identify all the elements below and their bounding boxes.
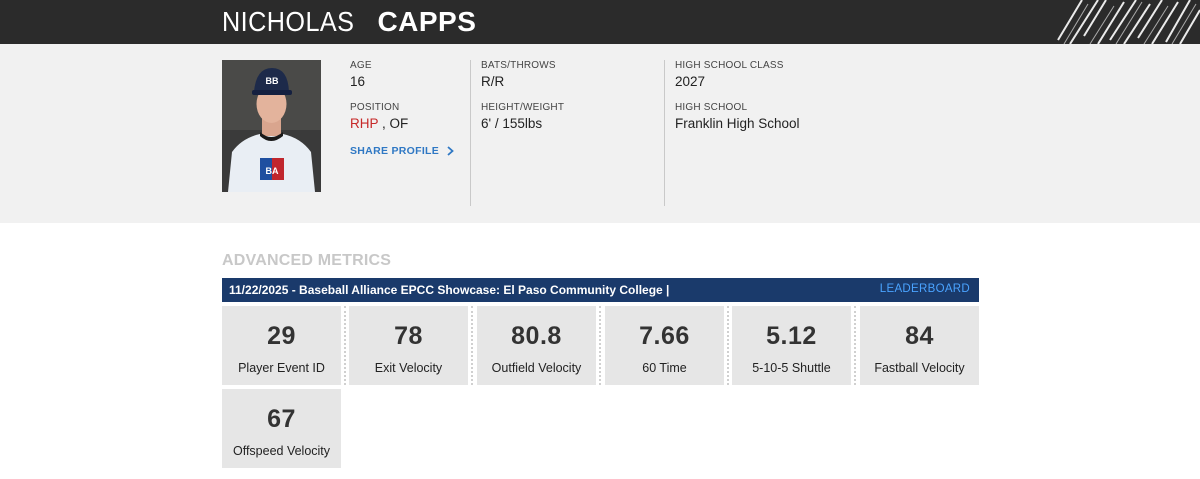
hs-class-label: HIGH SCHOOL CLASS bbox=[675, 60, 784, 71]
metric-value: 67 bbox=[267, 405, 296, 433]
metric-label: Player Event ID bbox=[238, 361, 325, 375]
share-profile-label: SHARE PROFILE bbox=[350, 145, 440, 157]
metric-tile: 80.8 Outfield Velocity bbox=[477, 306, 596, 385]
profile-column-basic: AGE 16 POSITION RHP , OF SHARE PROFILE bbox=[350, 60, 454, 159]
metric-value: 78 bbox=[394, 322, 423, 350]
column-divider bbox=[664, 60, 665, 206]
high-school-label: HIGH SCHOOL bbox=[675, 102, 748, 113]
metric-value: 84 bbox=[905, 322, 934, 350]
metric-label: Exit Velocity bbox=[374, 361, 443, 375]
metric-label: Outfield Velocity bbox=[491, 361, 582, 375]
metric-tile: 84 Fastball Velocity bbox=[860, 306, 979, 385]
player-photo-image: BB BA bbox=[222, 60, 321, 192]
position-value: RHP , OF bbox=[350, 116, 454, 131]
age-value: 16 bbox=[350, 74, 366, 89]
chevron-right-icon bbox=[447, 146, 454, 156]
metric-tile: 5.12 5-10-5 Shuttle bbox=[732, 306, 851, 385]
high-school-value: Franklin High School bbox=[675, 116, 800, 131]
age-label: AGE bbox=[350, 60, 372, 71]
hs-class-value: 2027 bbox=[675, 74, 706, 89]
header-stripes-decoration bbox=[1057, 0, 1200, 44]
position-label: POSITION bbox=[350, 102, 400, 113]
metric-label: Offspeed Velocity bbox=[232, 444, 331, 458]
metric-label: Fastball Velocity bbox=[874, 361, 965, 375]
metric-label: 5-10-5 Shuttle bbox=[752, 361, 831, 375]
leaderboard-link[interactable]: LEADERBOARD bbox=[879, 283, 970, 295]
share-profile-link[interactable]: SHARE PROFILE bbox=[350, 145, 454, 157]
position-secondary: , OF bbox=[378, 116, 409, 131]
column-divider bbox=[470, 60, 471, 206]
profile-header: NICHOLAS CAPPS bbox=[0, 0, 1200, 44]
metric-label: 60 Time bbox=[642, 361, 687, 375]
tile-separator bbox=[344, 306, 346, 385]
player-photo: BB BA bbox=[222, 60, 321, 192]
tile-separator bbox=[727, 306, 729, 385]
bats-throws-value: R/R bbox=[481, 74, 505, 89]
metric-tile: 7.66 60 Time bbox=[605, 306, 724, 385]
metric-value: 5.12 bbox=[766, 322, 817, 350]
metric-tile: 29 Player Event ID bbox=[222, 306, 341, 385]
advanced-metrics-title: ADVANCED METRICS bbox=[222, 252, 392, 269]
metric-value: 7.66 bbox=[639, 322, 690, 350]
event-bar: 11/22/2025 - Baseball Alliance EPCC Show… bbox=[222, 278, 979, 302]
player-name: NICHOLAS CAPPS bbox=[222, 6, 476, 38]
profile-column-school: HIGH SCHOOL CLASS 2027 HIGH SCHOOL Frank… bbox=[675, 60, 800, 131]
player-last-name: CAPPS bbox=[377, 6, 477, 37]
player-first-name: NICHOLAS bbox=[222, 6, 355, 37]
height-weight-label: HEIGHT/WEIGHT bbox=[481, 102, 565, 113]
bats-throws-label: BATS/THROWS bbox=[481, 60, 556, 71]
event-title: 11/22/2025 - Baseball Alliance EPCC Show… bbox=[229, 283, 670, 297]
position-primary: RHP bbox=[350, 116, 379, 131]
metric-value: 29 bbox=[267, 322, 296, 350]
profile-info-section: BB BA AGE 16 POSITION RHP , OF SHARE PRO… bbox=[0, 44, 1200, 223]
profile-column-physical: BATS/THROWS R/R HEIGHT/WEIGHT 6' / 155lb… bbox=[481, 60, 564, 131]
tile-separator bbox=[854, 306, 856, 385]
tile-separator bbox=[599, 306, 601, 385]
metric-value: 80.8 bbox=[511, 322, 562, 350]
svg-text:BB: BB bbox=[266, 76, 279, 86]
tile-separator bbox=[471, 306, 473, 385]
metric-tile: 67 Offspeed Velocity bbox=[222, 389, 341, 468]
metric-tile: 78 Exit Velocity bbox=[349, 306, 468, 385]
height-weight-value: 6' / 155lbs bbox=[481, 116, 543, 131]
svg-text:BA: BA bbox=[266, 166, 279, 176]
